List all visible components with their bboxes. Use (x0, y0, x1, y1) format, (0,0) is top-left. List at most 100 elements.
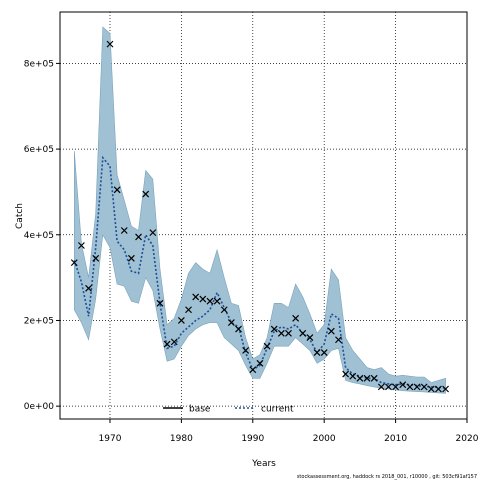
observed-point-stroke (235, 325, 242, 333)
observed-point (306, 334, 314, 342)
observed-point (177, 317, 185, 324)
observed-point (227, 319, 235, 327)
observed-point (370, 374, 378, 382)
observed-point-stroke (177, 317, 185, 324)
observed-point (235, 325, 242, 333)
y-axis-title: Catch (15, 203, 25, 229)
observed-point-stroke (120, 227, 128, 234)
observed-point (320, 349, 328, 357)
observed-point-stroke (77, 242, 85, 249)
observed-point (220, 306, 228, 314)
y-tick-label: 4e+05 (24, 231, 54, 241)
observed-point-stroke (335, 336, 342, 344)
observed-point (292, 314, 300, 322)
observed-point (349, 372, 357, 380)
observed-point-stroke (135, 233, 142, 241)
observed-point (413, 383, 421, 391)
observed-point-stroke (392, 383, 400, 391)
observed-point (363, 374, 371, 382)
observed-point-stroke (220, 306, 228, 314)
observed-point-stroke (342, 370, 350, 378)
observed-point-stroke (285, 329, 292, 337)
observed-point (263, 342, 271, 350)
legend: base current (163, 405, 294, 415)
observed-point (206, 297, 214, 305)
observed-point-stroke (356, 374, 364, 382)
observed-point (77, 242, 85, 249)
observed-point (392, 383, 400, 391)
observed-point (106, 40, 114, 48)
plot-frame (59, 11, 468, 420)
observed-point-stroke (156, 299, 164, 307)
observed-point-stroke (349, 372, 357, 380)
observed-point-stroke (249, 366, 257, 374)
observed-point (213, 297, 221, 305)
footer-note: stockassessment.org, haddock rs 2018_001… (297, 474, 477, 480)
observed-point-stroke (292, 314, 300, 322)
legend-base-label: base (189, 405, 211, 415)
observed-point-stroke (185, 306, 192, 314)
y-tick-label: 8e+05 (24, 59, 54, 69)
observed-point (192, 293, 200, 301)
observed-point-stroke (256, 359, 264, 367)
x-tick-label: 2020 (456, 434, 479, 444)
observed-point-stroke (370, 374, 378, 382)
observed-point-stroke (413, 383, 421, 391)
y-axis: 0e+00 2e+05 4e+05 6e+05 8e+05 (24, 59, 60, 412)
confidence-band (74, 26, 446, 394)
observed-point (185, 306, 192, 314)
observed-point (256, 359, 264, 367)
observed-point (277, 329, 285, 337)
observed-point (242, 347, 250, 354)
y-tick-label: 6e+05 (24, 145, 54, 155)
observed-point-stroke (327, 327, 335, 335)
observed-point (327, 327, 335, 335)
x-axis: 1970 1980 1990 2000 2010 2020 (99, 419, 479, 444)
observed-point-stroke (70, 259, 78, 267)
observed-point (270, 325, 278, 333)
observed-point-stroke (206, 297, 214, 305)
observed-point-stroke (199, 295, 207, 303)
observed-point-stroke (270, 325, 278, 333)
observed-point (285, 329, 292, 337)
x-tick-label: 2000 (313, 434, 336, 444)
observed-point-stroke (149, 229, 157, 237)
observed-point (135, 233, 142, 241)
observed-point (299, 329, 307, 337)
observed-point (249, 366, 257, 374)
observed-point-stroke (227, 319, 235, 327)
observed-point (170, 338, 178, 346)
observed-point (142, 190, 150, 198)
observed-point-stroke (277, 329, 285, 337)
observed-point-stroke (306, 334, 314, 342)
confidence-band-area (74, 26, 446, 394)
observed-point-stroke (299, 329, 307, 337)
observed-point-stroke (163, 340, 171, 348)
observed-point-stroke (377, 383, 385, 391)
observed-point-stroke (427, 385, 435, 393)
observed-point-stroke (313, 349, 321, 357)
observed-point-stroke (385, 383, 392, 391)
observed-point-stroke (242, 347, 250, 354)
observed-point (313, 349, 321, 357)
observed-point-stroke (106, 40, 114, 48)
y-tick-label: 2e+05 (24, 316, 54, 326)
observed-point (199, 295, 207, 303)
observed-point-stroke (85, 284, 92, 292)
x-tick-label: 1970 (99, 434, 122, 444)
observed-point-stroke (363, 374, 371, 382)
observed-point (442, 385, 450, 393)
observed-point (377, 383, 385, 391)
observed-point (399, 381, 407, 389)
x-tick-label: 2010 (384, 434, 407, 444)
observed-point (356, 374, 364, 382)
observed-point (120, 227, 128, 234)
observed-point-stroke (92, 254, 100, 262)
observed-point (406, 383, 414, 391)
observed-point-stroke (435, 385, 442, 393)
observed-point-stroke (320, 349, 328, 357)
observed-point-stroke (127, 254, 135, 262)
x-tick-label: 1990 (241, 434, 264, 444)
observed-point-stroke (213, 297, 221, 305)
observed-point (127, 254, 135, 262)
